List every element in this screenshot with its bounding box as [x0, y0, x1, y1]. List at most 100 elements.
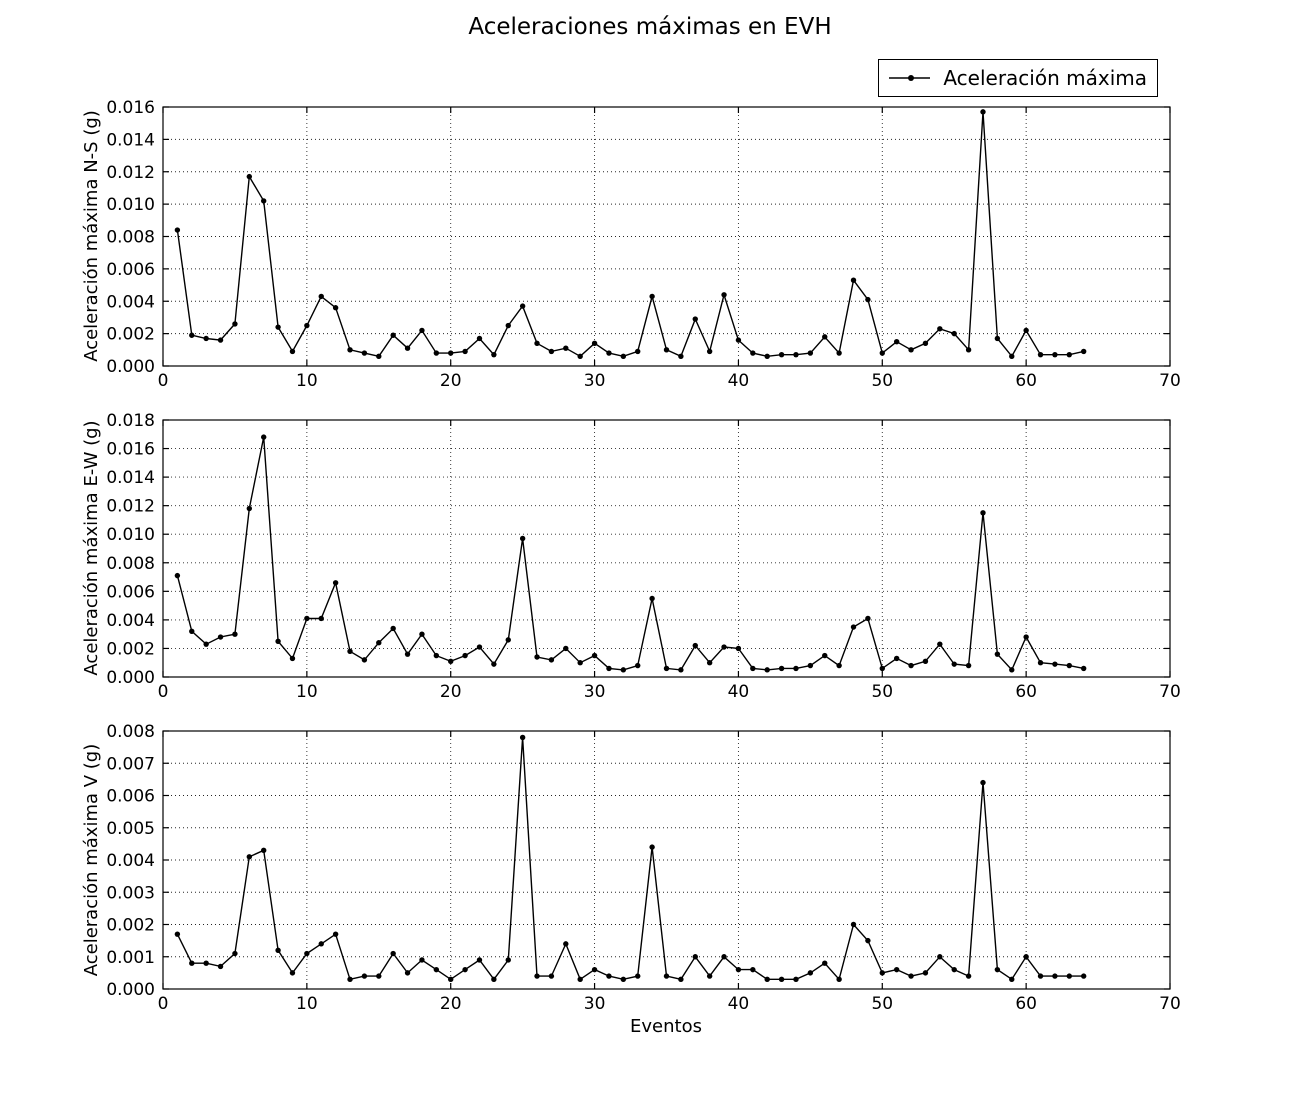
- data-point-marker: [433, 350, 440, 356]
- data-point-marker: [548, 348, 555, 355]
- x-tick-label: 30: [584, 371, 606, 391]
- data-point-marker: [577, 660, 583, 666]
- data-point-marker: [678, 976, 684, 983]
- data-point-marker: [994, 335, 1001, 342]
- x-tick-label: 30: [584, 994, 606, 1014]
- axes-frame: [162, 730, 1171, 990]
- data-point-marker: [261, 198, 267, 204]
- data-point-marker: [347, 648, 353, 654]
- data-point-marker: [735, 645, 742, 652]
- x-tick-label: 60: [1015, 682, 1037, 702]
- y-tick-label: 0.000: [106, 357, 155, 377]
- data-point-marker: [289, 970, 296, 976]
- data-point-marker: [304, 322, 310, 329]
- data-point-marker: [793, 665, 799, 672]
- series-line: [176, 111, 1084, 358]
- data-point-marker: [836, 662, 842, 669]
- data-point-marker: [692, 642, 698, 649]
- y-tick-label: 0.001: [106, 948, 155, 968]
- data-point-marker: [692, 954, 698, 960]
- data-point-marker: [203, 335, 209, 342]
- subplot-v: 0.000 0.001 0.002 0.003 0.004 0.005 0.006 0.007…: [106, 722, 1180, 1014]
- data-point-marker: [189, 960, 195, 966]
- data-point-marker: [893, 966, 900, 973]
- data-point-marker: [563, 345, 569, 351]
- data-point-marker: [1009, 353, 1015, 359]
- data-point-marker: [893, 655, 900, 662]
- ylabel-ns: Aceleración máxima N-S (g): [81, 110, 102, 362]
- data-point-marker: [563, 941, 569, 947]
- axes-frame: [162, 106, 1171, 367]
- data-point-marker: [505, 322, 511, 329]
- data-point-marker: [289, 348, 296, 355]
- y-tick-label: 0.006: [106, 582, 155, 602]
- y-tick-label: 0.018: [106, 411, 155, 431]
- data-point-marker: [879, 665, 885, 672]
- data-point-marker: [951, 661, 957, 667]
- data-point-marker: [922, 340, 929, 347]
- y-tick-label: 0.012: [106, 163, 155, 183]
- data-point-marker: [318, 293, 324, 300]
- data-point-marker: [951, 966, 957, 973]
- data-point-marker: [937, 326, 943, 332]
- data-point-marker: [606, 665, 612, 672]
- axis-ticks: [162, 730, 1171, 990]
- y-tick-label: 0.000: [106, 980, 155, 1000]
- data-point-marker: [433, 652, 440, 659]
- data-point-marker: [376, 640, 382, 646]
- data-point-marker: [591, 652, 598, 659]
- data-point-marker: [1023, 954, 1029, 960]
- data-point-marker: [663, 665, 670, 672]
- data-point-marker: [476, 957, 483, 963]
- data-point-marker: [419, 957, 425, 963]
- data-point-marker: [534, 973, 540, 979]
- tick-labels: 0.000 0.002 0.004 0.006 0.008 0.010 0.012 0.014…: [106, 98, 1180, 391]
- gridlines: [163, 731, 1170, 989]
- data-point-marker: [304, 950, 310, 957]
- data-point-marker: [764, 353, 770, 359]
- data-point-marker: [332, 305, 339, 311]
- data-point-marker: [836, 976, 842, 983]
- data-point-marker: [908, 662, 914, 669]
- x-tick-label: 50: [871, 371, 893, 391]
- data-point-marker: [778, 976, 785, 983]
- data-point-marker: [275, 324, 281, 330]
- data-point-marker: [836, 350, 842, 356]
- data-point-marker: [361, 350, 368, 356]
- legend-box: Aceleración máxima: [878, 59, 1158, 97]
- subplot-ns: 0.000 0.002 0.004 0.006 0.008 0.010 0.012 0.014…: [106, 98, 1180, 391]
- data-point-marker: [419, 631, 425, 637]
- data-point-marker: [678, 353, 684, 359]
- data-point-marker: [174, 227, 181, 233]
- tick-labels: 0.000 0.002 0.004 0.006 0.008 0.010 0.012 0.014…: [106, 411, 1180, 702]
- data-point-marker: [548, 973, 555, 979]
- data-point-marker: [174, 572, 181, 579]
- data-point-marker: [980, 779, 986, 786]
- x-tick-label: 70: [1159, 371, 1181, 391]
- data-point-marker: [519, 535, 526, 542]
- data-point-marker: [908, 973, 914, 979]
- chart-title: Aceleraciones máximas en EVH: [468, 14, 832, 40]
- x-tick-label: 50: [871, 994, 893, 1014]
- data-point-marker: [620, 667, 627, 673]
- data-point-marker: [692, 316, 698, 322]
- data-point-marker: [275, 638, 281, 645]
- series-line: [176, 436, 1084, 672]
- y-tick-label: 0.002: [106, 639, 155, 659]
- data-point-marker: [922, 970, 929, 976]
- data-point-marker: [390, 950, 396, 957]
- data-point-marker: [491, 351, 497, 358]
- data-point-marker: [174, 931, 181, 937]
- data-point-marker: [462, 652, 468, 659]
- data-point-marker: [778, 665, 785, 672]
- data-point-marker: [980, 510, 986, 516]
- xlabel: Eventos: [630, 1016, 702, 1037]
- data-point-marker: [879, 970, 885, 976]
- data-point-marker: [1052, 973, 1058, 979]
- data-point-marker: [965, 973, 972, 979]
- x-tick-label: 10: [296, 994, 318, 1014]
- data-point-marker: [663, 347, 670, 353]
- y-tick-label: 0.003: [106, 883, 155, 903]
- data-point-marker: [807, 970, 814, 976]
